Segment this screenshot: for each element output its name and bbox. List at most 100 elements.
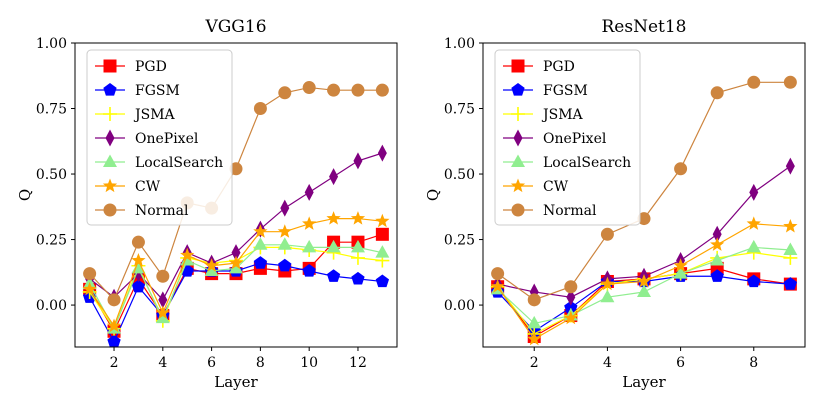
- data-point: [302, 216, 317, 230]
- legend-label: CW: [135, 179, 161, 195]
- data-point: [600, 227, 614, 241]
- data-point: [231, 244, 241, 262]
- data-point: [278, 258, 292, 272]
- data-point: [710, 86, 724, 100]
- data-point: [155, 305, 170, 319]
- legend-box: [86, 49, 233, 226]
- data-point: [783, 242, 798, 256]
- legend-label: PGD: [543, 59, 575, 75]
- legend-label: OnePixel: [543, 131, 607, 147]
- data-point: [491, 267, 505, 281]
- legend-entry-jsma: JSMA: [503, 107, 584, 123]
- data-point: [82, 281, 97, 296]
- data-point: [377, 144, 387, 162]
- data-point: [375, 245, 390, 258]
- data-point: [277, 237, 292, 250]
- data-point: [253, 237, 268, 250]
- data-point: [527, 315, 542, 329]
- legend-marker: [103, 154, 117, 167]
- legend-label: LocalSearch: [135, 155, 223, 171]
- y-tick-label: 1.00: [444, 36, 475, 52]
- legend-marker: [510, 178, 526, 193]
- data-point: [156, 269, 170, 283]
- data-point: [749, 183, 759, 201]
- data-point: [326, 211, 341, 225]
- data-point: [746, 216, 761, 230]
- legend-marker: [103, 83, 117, 96]
- legend-label: JSMA: [541, 107, 584, 123]
- x-tick-label: 4: [603, 355, 612, 371]
- legend-marker: [105, 129, 115, 147]
- x-tick-label: 8: [749, 355, 758, 371]
- legend-entry-onepixel: OnePixel: [95, 129, 199, 147]
- data-point: [564, 280, 578, 294]
- x-tick-label: 10: [300, 355, 318, 371]
- data-point: [280, 199, 290, 217]
- legend-marker: [511, 107, 525, 121]
- data-point: [563, 310, 578, 325]
- legend-entry-normal: Normal: [95, 203, 189, 219]
- series-normal: [491, 75, 797, 307]
- data-point: [673, 258, 688, 272]
- data-point: [302, 264, 316, 277]
- legend-label: FGSM: [543, 83, 588, 99]
- data-point: [375, 213, 390, 228]
- legend-marker: [511, 203, 525, 217]
- data-point: [253, 102, 267, 116]
- data-point: [674, 162, 688, 176]
- y-axis-title: Q: [424, 189, 442, 201]
- data-point: [302, 239, 317, 253]
- data-point: [83, 267, 97, 281]
- legend-entry-localsearch: LocalSearch: [503, 154, 631, 171]
- data-point: [253, 224, 268, 238]
- data-point: [375, 83, 389, 97]
- legend-box: [494, 49, 641, 226]
- data-point: [131, 253, 146, 267]
- data-point: [327, 83, 341, 97]
- legend-entry-onepixel: OnePixel: [503, 129, 607, 147]
- x-tick-label: 2: [110, 355, 119, 371]
- data-point: [350, 250, 365, 265]
- y-tick-label: 0.00: [444, 298, 475, 314]
- data-point: [747, 75, 761, 89]
- data-point: [180, 247, 195, 262]
- legend-label: CW: [543, 179, 569, 195]
- data-point: [229, 260, 243, 274]
- data-point: [229, 162, 243, 176]
- data-point: [783, 218, 798, 233]
- y-tick-label: 0.75: [36, 102, 67, 118]
- series-cw: [490, 216, 798, 346]
- data-point: [204, 263, 219, 276]
- plot-frame: [482, 42, 806, 348]
- legend-entry-fgsm: FGSM: [95, 83, 180, 99]
- data-point: [326, 269, 341, 282]
- legend-marker: [511, 83, 525, 96]
- data-point: [527, 331, 542, 346]
- x-tick-label: 8: [256, 355, 265, 371]
- x-tick-label: 6: [676, 355, 685, 371]
- data-point: [131, 279, 146, 293]
- data-point: [710, 253, 725, 266]
- y-tick-label: 0.75: [444, 102, 475, 118]
- series-cw: [82, 211, 390, 333]
- data-point: [155, 310, 170, 324]
- data-point: [302, 81, 316, 95]
- data-point: [490, 279, 505, 293]
- x-axis-title: Layer: [622, 373, 666, 391]
- legend-label: OnePixel: [135, 131, 199, 147]
- data-point: [228, 255, 244, 270]
- chart-title: VGG16: [204, 17, 266, 37]
- legend-entry-normal: Normal: [503, 203, 597, 219]
- x-axis-title: Layer: [214, 373, 258, 391]
- data-point: [350, 239, 365, 253]
- legend-marker: [103, 59, 117, 73]
- data-point: [106, 318, 122, 333]
- x-tick-label: 2: [530, 355, 539, 371]
- data-point: [329, 168, 339, 186]
- chart-vgg16: VGG16 0.00 0.25 0.50 0.75 1.00 2 4 6 8 10 12 Layer Q P…: [16, 17, 398, 391]
- data-point: [351, 271, 365, 285]
- y-tick-label: 0.00: [36, 298, 67, 314]
- legend-marker: [103, 203, 117, 217]
- plot-frame: [74, 42, 398, 348]
- data-point: [107, 293, 121, 307]
